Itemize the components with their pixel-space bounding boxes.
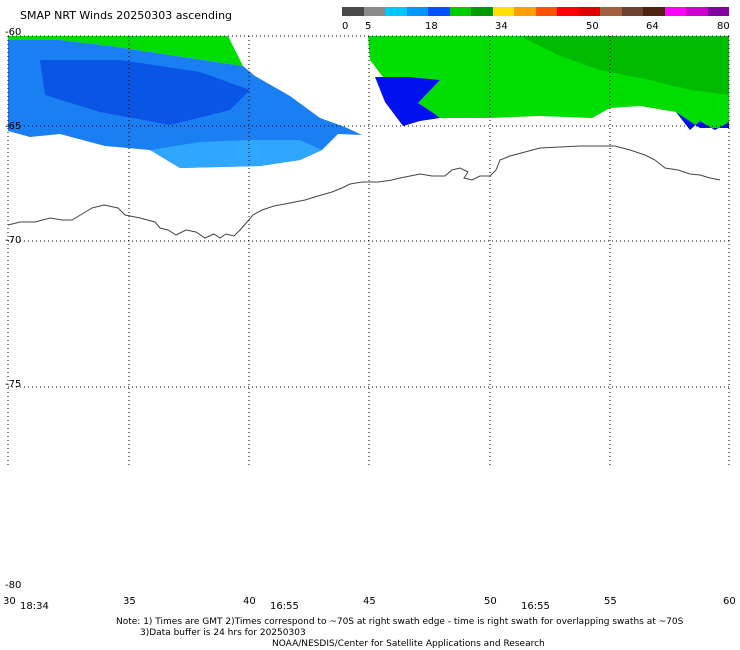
- colorbar-swatch: [707, 7, 729, 16]
- colorbar-label: 0: [342, 21, 349, 32]
- footnote-line: NOAA/NESDIS/Center for Satellite Applica…: [272, 639, 545, 649]
- wind-swath-right-blue-edge: [676, 112, 729, 130]
- lat-label: -80: [5, 580, 22, 591]
- colorbar-swatch: [578, 7, 600, 16]
- lat-label: -60: [5, 27, 22, 38]
- colorbar-swatch: [557, 7, 579, 16]
- lat-label: -75: [5, 379, 22, 390]
- wind-swath-right-darkgreen: [520, 36, 729, 95]
- antarctic-coastline: [7, 145, 721, 239]
- colorbar-swatch: [664, 7, 686, 16]
- colorbar-swatch: [686, 7, 708, 16]
- lon-label: 30: [3, 596, 16, 607]
- colorbar-swatch: [492, 7, 514, 16]
- colorbar-swatch: [514, 7, 536, 16]
- colorbar-label: 64: [646, 21, 659, 32]
- map-title: SMAP NRT Winds 20250303 ascending: [20, 9, 233, 22]
- swath-time: 16:55: [521, 601, 550, 612]
- swath-time: 16:55: [270, 601, 299, 612]
- lon-label: 55: [604, 596, 617, 607]
- lat-label: -65: [5, 121, 22, 132]
- colorbar-label: 18: [425, 21, 438, 32]
- wind-swath-left-green: [8, 36, 243, 66]
- lat-label: -70: [5, 235, 22, 246]
- footnote-line: Note: 1) Times are GMT 2)Times correspon…: [116, 617, 684, 627]
- colorbar-swatch: [428, 7, 450, 16]
- colorbar-label: 80: [717, 21, 730, 32]
- lon-label: 35: [123, 596, 136, 607]
- graticule: [7, 35, 730, 465]
- wind-swath-right-blue: [375, 77, 440, 126]
- colorbar-swatch: [342, 7, 364, 16]
- colorbar-swatch: [363, 7, 385, 16]
- colorbar-swatch: [643, 7, 665, 16]
- swath-time: 18:34: [20, 601, 49, 612]
- colorbar-label: 34: [495, 21, 508, 32]
- colorbar-swatch: [471, 7, 493, 16]
- colorbar-swatch: [385, 7, 407, 16]
- colorbar-swatch: [449, 7, 471, 16]
- wind-swath-left-darkblue: [40, 60, 250, 125]
- wind-speed-colorbar: [342, 7, 729, 16]
- lon-label: 50: [484, 596, 497, 607]
- lon-label: 60: [723, 596, 736, 607]
- colorbar-swatch: [406, 7, 428, 16]
- colorbar-swatch: [600, 7, 622, 16]
- lon-label: 40: [243, 596, 256, 607]
- wind-swath-left-lightblue: [150, 140, 322, 168]
- colorbar-label: 5: [365, 21, 372, 32]
- footnote-line: 3)Data buffer is 24 hrs for 20250303: [140, 628, 306, 638]
- lon-label: 45: [363, 596, 376, 607]
- colorbar-swatch: [535, 7, 557, 16]
- colorbar-label: 50: [586, 21, 599, 32]
- colorbar-swatch: [621, 7, 643, 16]
